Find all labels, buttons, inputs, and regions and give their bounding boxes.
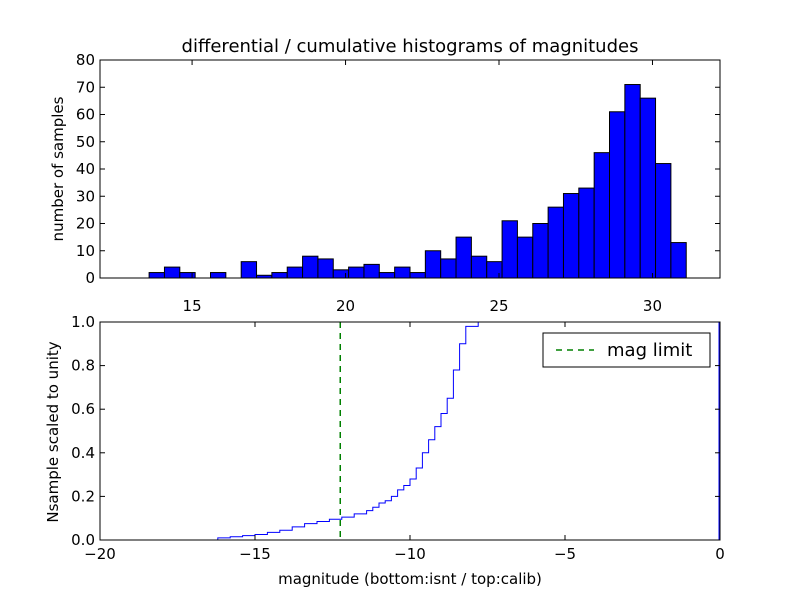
histogram-bar xyxy=(624,84,641,279)
histogram-bar xyxy=(639,97,657,279)
y-tick-label: 20 xyxy=(76,215,95,233)
y-tick-label: 0.0 xyxy=(71,531,95,549)
histogram-bar xyxy=(271,272,288,279)
histogram-bar xyxy=(532,223,549,279)
histogram-bar xyxy=(670,242,687,279)
y-tick-label: 50 xyxy=(76,133,95,151)
histogram-bar xyxy=(163,266,181,279)
bottom-y-ticks: 0.0 0.2 0.4 0.6 0.8 1.0 xyxy=(71,313,720,549)
histogram-bar xyxy=(209,272,227,279)
histogram-bar xyxy=(424,250,442,279)
cumulative-series xyxy=(100,321,720,541)
y-tick-label: 0 xyxy=(85,269,95,287)
y-tick-label: 0.4 xyxy=(71,444,95,462)
histogram-bar xyxy=(332,269,350,279)
histogram-chart: differential / cumulative histograms of … xyxy=(49,36,721,315)
histogram-bar xyxy=(578,187,595,279)
x-tick-label: −20 xyxy=(84,545,116,563)
x-tick-label: 0 xyxy=(715,545,725,563)
y-tick-label: 0.6 xyxy=(71,400,95,418)
histogram-bar xyxy=(655,163,672,279)
histogram-bars xyxy=(148,84,687,279)
y-tick-label: 30 xyxy=(76,187,95,205)
top-y-axis-label: number of samples xyxy=(49,96,67,241)
x-tick-label: −10 xyxy=(394,545,426,563)
x-tick-label: 25 xyxy=(489,297,508,315)
histogram-bar xyxy=(486,261,503,279)
histogram-bar xyxy=(562,193,580,279)
legend: mag limit xyxy=(542,332,711,368)
histogram-bar xyxy=(148,272,165,279)
legend-mag-limit-label: mag limit xyxy=(607,340,692,361)
histogram-bar xyxy=(240,261,258,279)
y-tick-label: 10 xyxy=(76,242,95,260)
histogram-bar xyxy=(440,258,457,279)
bottom-x-ticks: −20 −15 −10 −5 0 xyxy=(84,322,725,563)
histogram-bar xyxy=(470,255,488,279)
y-tick-label: 1.0 xyxy=(71,313,95,331)
histogram-bar xyxy=(286,266,304,279)
y-tick-label: 80 xyxy=(76,51,95,69)
top-y-ticks: 0 10 20 30 40 50 60 70 80 xyxy=(76,51,720,287)
histogram-bar xyxy=(455,236,472,279)
y-tick-label: 70 xyxy=(76,78,95,96)
bottom-x-axis-label: magnitude (bottom:isnt / top:calib) xyxy=(278,570,542,588)
y-tick-label: 40 xyxy=(76,160,95,178)
y-tick-label: 0.8 xyxy=(71,357,95,375)
histogram-bar xyxy=(593,152,611,279)
cumulative-chart: 0.0 0.2 0.4 0.6 0.8 1.0 −20 −15 −10 −5 0 magnitud… xyxy=(44,313,725,588)
top-x-ticks: 15 20 25 30 xyxy=(183,60,662,315)
y-tick-label: 0.2 xyxy=(71,487,95,505)
histogram-bar xyxy=(348,266,365,279)
chart-title: differential / cumulative histograms of … xyxy=(182,36,639,57)
x-tick-label: 20 xyxy=(336,297,355,315)
histogram-bar xyxy=(317,258,334,279)
bottom-y-axis-label: Nsample scaled to unity xyxy=(44,341,62,522)
histogram-bar xyxy=(409,272,426,279)
x-tick-label: −5 xyxy=(554,545,576,563)
histogram-bar xyxy=(378,272,396,279)
histogram-bar xyxy=(394,266,411,279)
histogram-bar xyxy=(609,111,626,279)
x-tick-label: 30 xyxy=(643,297,662,315)
histogram-bar xyxy=(547,206,564,279)
histogram-bar xyxy=(501,220,518,279)
y-tick-label: 60 xyxy=(76,106,95,124)
histogram-bar xyxy=(516,236,534,279)
x-tick-label: 15 xyxy=(183,297,202,315)
histogram-bar xyxy=(363,263,380,279)
histogram-bar xyxy=(302,255,319,279)
x-tick-label: −15 xyxy=(239,545,271,563)
cumulative-step-line xyxy=(100,321,719,541)
histogram-bar xyxy=(179,272,196,279)
